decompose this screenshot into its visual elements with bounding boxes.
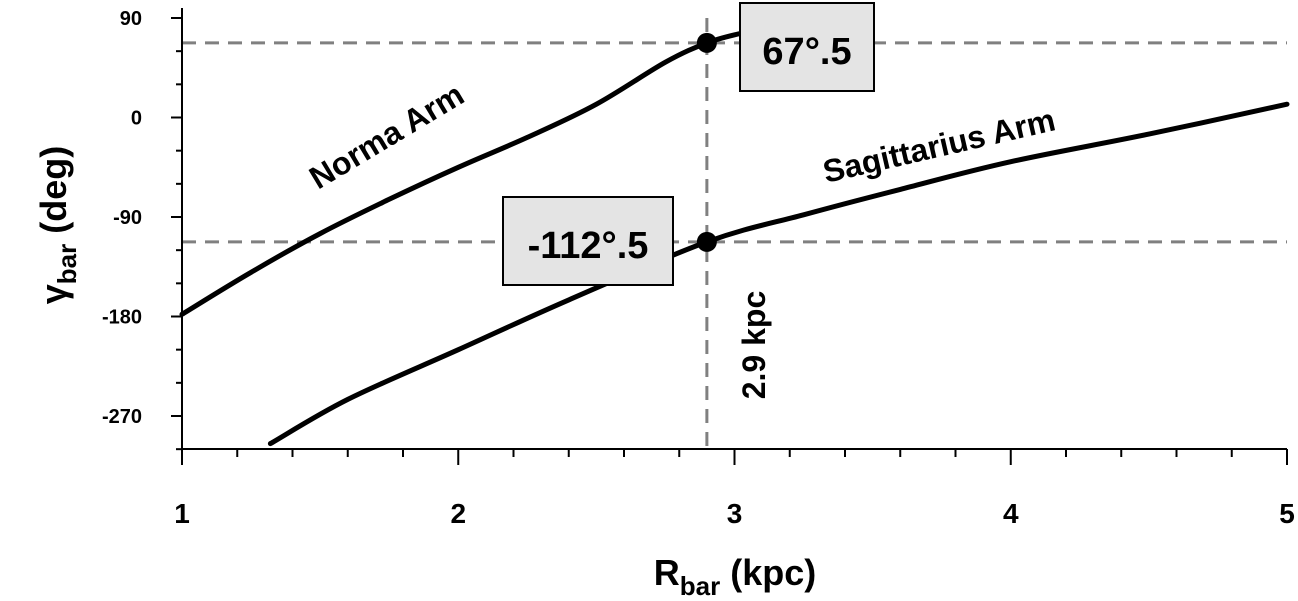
y-tick-label: 0 bbox=[131, 108, 142, 130]
y-axis-title-main: γ bbox=[33, 284, 74, 304]
x-axis-title: Rbar (kpc) bbox=[654, 552, 816, 601]
markers: 67°.5 -112°.5 bbox=[502, 2, 875, 286]
y-axis-title-sub: bar bbox=[52, 244, 82, 284]
value-box-label-1: -112°.5 bbox=[528, 225, 649, 267]
x-axis-title-main: R bbox=[654, 552, 680, 593]
value-box-1 bbox=[502, 196, 674, 286]
y-tick-label: -180 bbox=[102, 307, 142, 329]
marker-point-1 bbox=[696, 231, 717, 252]
value-box-0 bbox=[739, 2, 875, 92]
marker-point-0 bbox=[696, 32, 717, 53]
series-line-norma-arm bbox=[179, 31, 743, 317]
x-tick-label: 2 bbox=[450, 498, 466, 529]
ref-vline-label: 2.9 kpc bbox=[736, 291, 772, 400]
y-tick-label: 90 bbox=[120, 8, 142, 30]
curve-label-norma-arm: Norma Arm bbox=[303, 76, 470, 196]
series-line-sagittarius-arm bbox=[267, 101, 1290, 447]
x-tick-label: 4 bbox=[1003, 498, 1019, 529]
labels: Norma Arm Sagittarius Arm 2.9 kpc bbox=[303, 76, 1059, 399]
value-box-label-0: 67°.5 bbox=[762, 31, 851, 73]
curves bbox=[179, 31, 1290, 447]
x-axis-title-rest: (kpc) bbox=[720, 552, 816, 593]
x-tick-label: 3 bbox=[727, 498, 743, 529]
x-tick-label: 1 bbox=[174, 498, 190, 529]
x-axis-title-sub: bar bbox=[680, 571, 720, 601]
y-tick-label: -270 bbox=[102, 406, 142, 428]
y-axis-title-rest: (deg) bbox=[33, 146, 74, 244]
y-axis-title: γbar (deg) bbox=[33, 146, 82, 304]
y-tick-label: -90 bbox=[113, 207, 142, 229]
curve-label-sagittarius-arm: Sagittarius Arm bbox=[819, 101, 1058, 189]
x-tick-label: 5 bbox=[1279, 498, 1295, 529]
